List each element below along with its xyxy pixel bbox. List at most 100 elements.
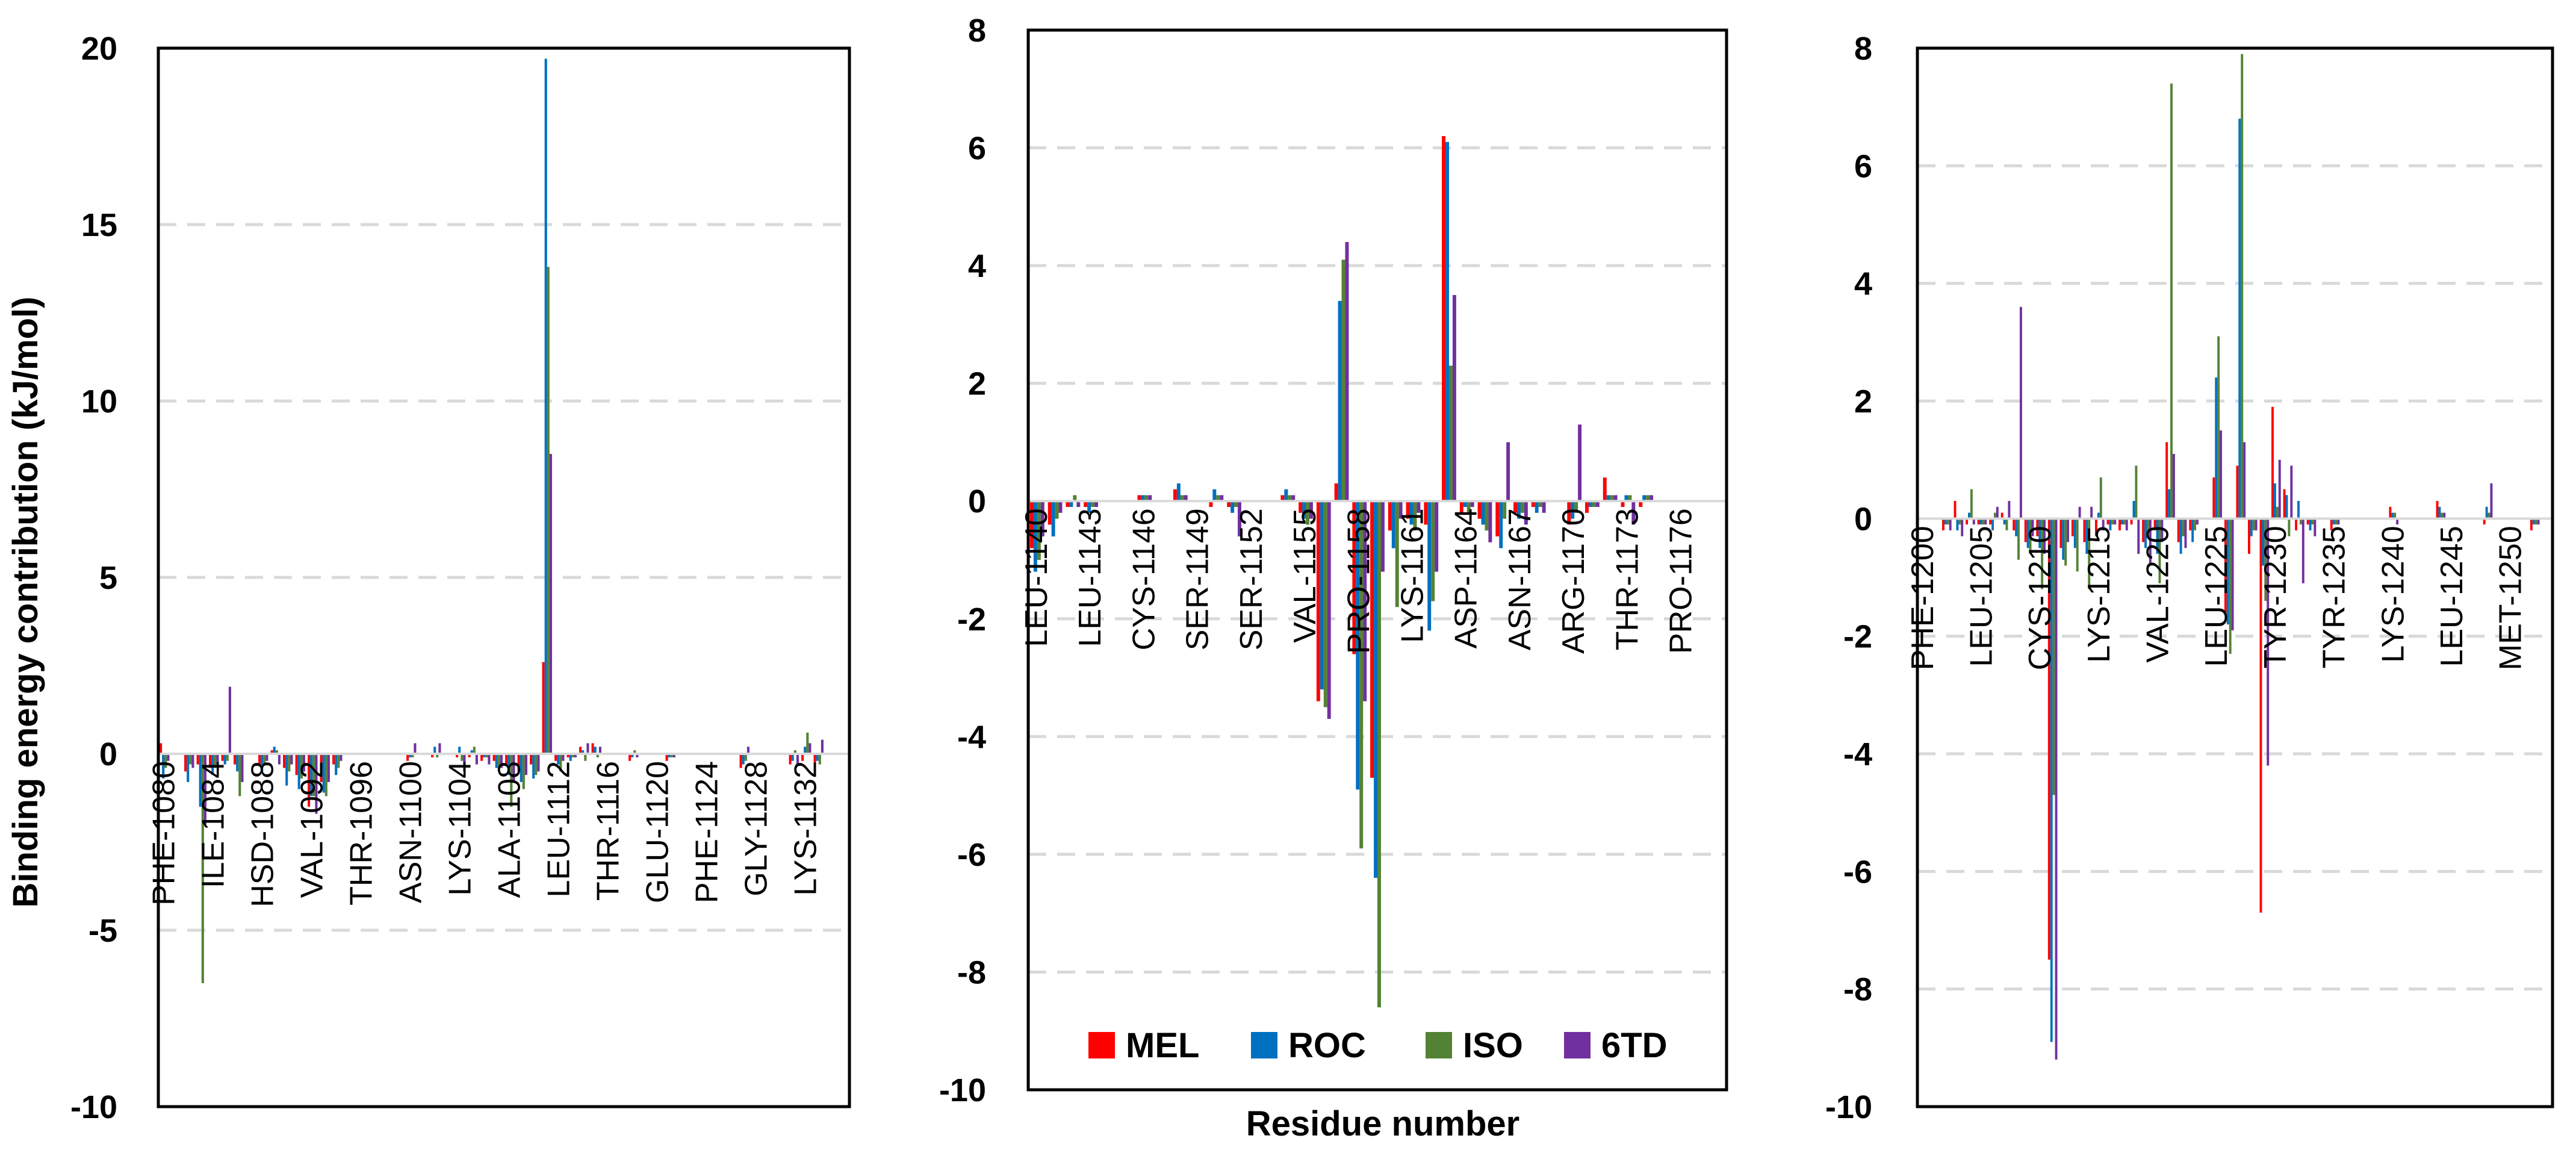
panel-2-bar-mel-1150 [1209,501,1213,507]
legend-swatch-mel [1088,1032,1115,1058]
panel-2-bar-iso-1171 [1592,501,1596,507]
panel-3-xtick-label: LYS-1240 [2376,526,2410,662]
panel-3-bar-roc-1230 [2273,483,2276,519]
panel-2-xtick-label: LEU-1143 [1073,508,1108,647]
panel-2-bar-roc-1156 [1320,501,1324,690]
panel-2-bar-6td-1161 [1417,501,1421,513]
panel-2-bar-mel-1171 [1585,501,1589,513]
panel-1-bar-mel-1114 [579,747,582,754]
panel-1-bar-iso-1110 [535,754,538,775]
panel-2-bar-6td-1140 [1040,501,1044,536]
panel-3-bar-roc-1232 [2297,501,2300,519]
panel-2-bar-iso-1156 [1323,501,1327,707]
panel-3-bar-6td-1230 [2278,459,2281,519]
panel-1-bar-roc-1105 [470,750,473,754]
panel-3-xtick-label: LEU-1205 [1964,526,1999,667]
panel-1-bar-mel-1093 [320,754,323,782]
legend-swatch-roc [1251,1032,1277,1058]
panel-3-plot-area [1917,48,2553,1107]
panel-3-xtick-label: LEU-1245 [2435,526,2469,667]
panel-1-bar-6td-1108 [512,754,515,782]
panel-3-bar-6td-1228 [2255,518,2258,530]
panel-1-bar-mel-1086 [234,754,237,765]
panel-3-bar-iso-1232 [2299,518,2302,525]
panel-2-bar-mel-1156 [1316,501,1320,701]
panel-3-bar-roc-1231 [2285,495,2288,519]
panel-1-bar-roc-1109 [520,754,523,782]
panel-3-bar-6td-1248 [2490,483,2493,519]
panel-1-bar-6td-1109 [524,754,527,775]
panel-3-bar-iso-1212 [2064,518,2067,566]
panel-1-bar-6td-1127 [746,747,750,754]
panel-3: -10 -8 -6 -4 -2 0 2 4 6 8 PHE-1200 LEU-1205 CYS-1210… [1825,31,2554,1125]
panel-2-bar-6td-1170 [1578,424,1582,502]
panel-3-bar-iso-1229 [2264,518,2267,601]
panel-2-bar-iso-1154 [1288,495,1292,502]
panel-3-bar-roc-1227 [2238,119,2241,519]
panel-1-xtick-label: LYS-1104 [442,761,477,896]
panel-3-bar-mel-1214 [2083,518,2086,542]
panel-1-bar-iso-1111 [547,267,550,754]
panel-1-bar-mel-1102 [431,754,434,757]
panel-1-bar-6td-1093 [327,754,330,782]
panel-3-bar-6td-1227 [2243,442,2246,519]
panel-3-bar-6td-1225 [2220,430,2223,519]
panel-3-bar-mel-1232 [2295,518,2298,530]
panel-3-bar-6td-1240 [2396,518,2399,525]
panel-3-bar-mel-1219 [2142,518,2145,542]
panel-3-bar-mel-1217 [2118,518,2121,530]
panel-2-bar-mel-1166 [1495,501,1500,536]
legend-swatch-6td [1564,1032,1591,1058]
panel-3-bar-iso-1227 [2241,54,2244,519]
panel-1-xtick-label: THR-1096 [344,761,379,906]
panel-3-bar-mel-1231 [2283,489,2286,519]
panel-1-bar-roc-1118 [631,754,634,757]
panel-1-bar-iso-1104 [461,754,464,761]
panel-2-ytick-label: 6 [968,131,986,167]
panel-3-bar-roc-1240 [2391,512,2394,519]
panel-3-bar-6td-1203 [1961,518,1964,536]
panel-3-bar-mel-1204 [1966,518,1969,525]
panel-1-bar-mel-1092 [308,754,311,807]
panel-2-bar-mel-1155 [1299,501,1303,513]
panel-3-bar-mel-1230 [2271,406,2274,519]
panel-2-bar-roc-1171 [1588,501,1592,507]
panel-1-bar-mel-1088 [258,754,261,765]
panel-2-ytick-label: -2 [957,601,986,638]
panel-3-bar-iso-1217 [2123,518,2126,525]
panel-2-bar-6td-1150 [1220,495,1224,502]
panel-2-bar-6td-1165 [1488,501,1492,542]
panel-2-bar-iso-1143 [1091,501,1095,507]
panel-3-bar-mel-1212 [2059,518,2062,549]
panel-1-bar-roc-1100 [409,754,412,757]
panel-2-bar-roc-1150 [1212,489,1217,502]
panel-3-bar-mel-1225 [2212,477,2215,519]
panel-3-bar-6td-1207 [2008,501,2011,519]
panel-2-bar-iso-1174 [1646,495,1650,502]
panel-3-bar-6td-1233 [2314,518,2317,536]
panel-2-xtick-label: VAL-1155 [1288,508,1323,643]
panel-3-bar-6td-1218 [2137,518,2140,554]
panel-1-bar-iso-1108 [510,754,513,807]
panel-2-xtick-label: SER-1149 [1181,508,1215,650]
panel-1-bar-iso-1090 [288,754,291,772]
panel-2-ytick-label: 0 [968,483,986,520]
panel-2-bar-mel-1168 [1531,501,1535,507]
panel-1-bar-6td-1086 [241,754,244,782]
panel-1-bar-mel-1105 [468,754,471,757]
panel-1-bar-roc-1106 [483,754,486,757]
panel-2-bar-roc-1151 [1231,501,1235,513]
panel-3-bar-roc-1244 [2438,506,2441,519]
panel-2-bar-iso-1162 [1431,501,1435,601]
panel-3-bar-roc-1223 [2191,518,2194,542]
panel-1-bar-iso-1084 [214,754,217,768]
panel-1-bar-roc-1114 [582,750,585,754]
panel-3-bar-iso-1202 [1946,518,1949,525]
panel-2-bar-iso-1146 [1144,495,1149,502]
panel-1-bar-mel-1127 [739,754,742,768]
panel-2-bar-mel-1141 [1047,501,1052,525]
panel-1-bar-iso-1114 [584,754,587,761]
panel-1-ytick-label: -5 [88,913,117,949]
panel-1-xtick-label: PHE-1124 [689,761,724,903]
panel-3-bar-iso-1214 [2088,518,2091,589]
